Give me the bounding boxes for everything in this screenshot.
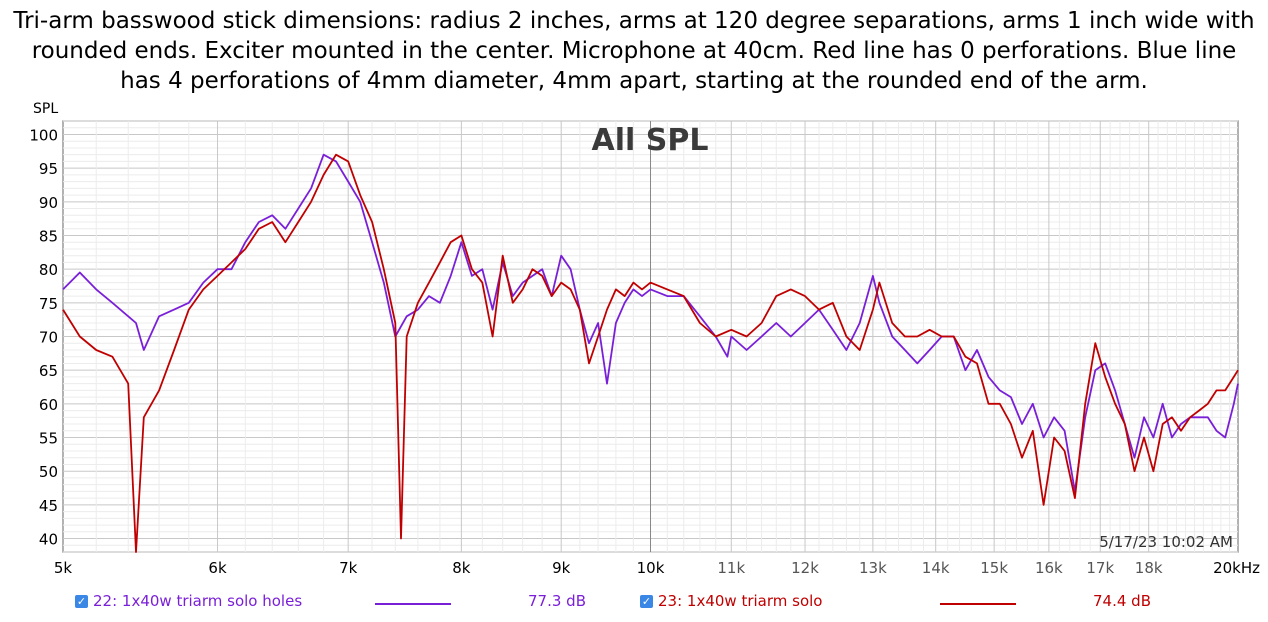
x-tick-label: 15k [980, 559, 1008, 577]
chart-title: All SPL [592, 123, 709, 158]
y-tick-label: 80 [39, 261, 58, 279]
y-tick-label: 45 [39, 497, 58, 515]
x-tick-label: 20kHz [1213, 559, 1260, 577]
x-tick-label: 11k [717, 559, 745, 577]
y-tick-label: 85 [39, 227, 58, 245]
legend-entry-series-2[interactable]: ✓ 23: 1x40w triarm solo [640, 592, 822, 610]
y-tick-label: 90 [39, 194, 58, 212]
x-tick-label: 14k [922, 559, 950, 577]
checkbox-icon[interactable]: ✓ [640, 594, 653, 608]
y-tick-label: 100 [29, 126, 58, 144]
y-tick-label: 60 [39, 396, 58, 414]
x-tick-label: 9k [552, 559, 571, 577]
y-tick-label: 50 [39, 463, 58, 481]
y-tick-label: 40 [39, 531, 58, 549]
y-tick-label: 75 [39, 295, 58, 313]
legend-label-series-2: 23: 1x40w triarm solo [658, 592, 823, 610]
x-tick-label: 7k [339, 559, 358, 577]
chart-caption: Tri-arm basswood stick dimensions: radiu… [13, 8, 1255, 94]
x-tick-label: 6k [208, 559, 227, 577]
series-line-1 [62, 153, 1239, 493]
timestamp: 5/17/23 10:02 AM [1099, 533, 1233, 551]
x-tick-label: 13k [859, 559, 887, 577]
legend-entry-series-1[interactable]: ✓ 22: 1x40w triarm solo holes [75, 592, 302, 610]
series-lines [62, 153, 1239, 553]
y-tick-label: 65 [39, 362, 58, 380]
legend-swatch-series-2 [940, 603, 1016, 605]
series-line-2 [62, 153, 1239, 553]
checkbox-icon[interactable]: ✓ [75, 594, 88, 608]
y-tick-label: 70 [39, 329, 58, 347]
legend-value-series-2: 74.4 dB [1093, 592, 1151, 610]
y-tick-label: 95 [39, 160, 58, 178]
x-tick-label: 18k [1135, 559, 1163, 577]
legend-label-series-1: 22: 1x40w triarm solo holes [93, 592, 303, 610]
y-axis-label: SPL [33, 101, 58, 117]
x-tick-label: 12k [791, 559, 819, 577]
grid-lines [63, 120, 1238, 553]
x-tick-label: 5k [54, 559, 73, 577]
x-tick-label: 16k [1035, 559, 1063, 577]
legend-value-series-1: 77.3 dB [528, 592, 586, 610]
x-tick-label: 10k [637, 559, 665, 577]
x-tick-label: 8k [452, 559, 471, 577]
x-tick-labels: 5k 6k 7k 8k 9k 10k 11k 12k 13k 14k 15k 16k 17k 18k 20k… [54, 559, 1260, 577]
legend-swatch-series-1 [375, 603, 451, 605]
y-tick-label: 55 [39, 430, 58, 448]
y-tick-labels: 40 45 50 55 60 65 70 75 80 85 90 95 100 [29, 126, 58, 548]
x-tick-label: 17k [1086, 559, 1114, 577]
